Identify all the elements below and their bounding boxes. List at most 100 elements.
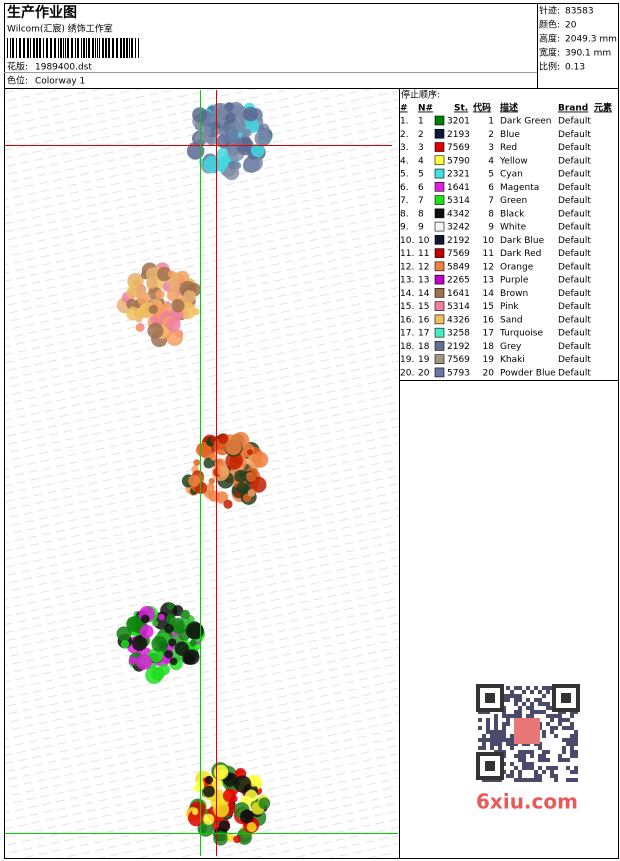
column-header: Brand xyxy=(558,104,588,114)
description: Powder Blue xyxy=(500,368,556,378)
stitch-blob xyxy=(224,102,234,112)
code: 16 xyxy=(483,315,495,325)
qr-finder xyxy=(561,693,571,703)
stitch-blob xyxy=(184,649,200,665)
brand: Default xyxy=(558,289,591,299)
brand: Default xyxy=(558,183,591,193)
qr-module xyxy=(526,706,530,710)
stitch-blob xyxy=(189,639,197,647)
qr-module xyxy=(498,738,502,742)
stitch-blob xyxy=(225,112,236,124)
qr-module xyxy=(494,722,498,726)
stitches: 2265 xyxy=(447,276,470,286)
qr-module xyxy=(518,714,522,718)
qr-module xyxy=(510,690,514,694)
column-header: # xyxy=(400,104,408,114)
stitches: 3242 xyxy=(447,223,470,233)
bar xyxy=(92,38,94,58)
bar xyxy=(63,38,64,58)
bar xyxy=(46,38,48,58)
stitch-blob xyxy=(233,835,241,844)
bar xyxy=(23,38,25,58)
qr-module xyxy=(506,686,510,690)
code: 10 xyxy=(483,236,495,246)
qr-module xyxy=(514,714,518,718)
qr-module xyxy=(542,730,546,734)
qr-module xyxy=(570,738,574,742)
qr-module xyxy=(570,714,574,718)
row-index: 9. xyxy=(400,223,409,233)
qr-module xyxy=(514,778,518,782)
needle: 20 xyxy=(418,368,430,378)
stitch-blob xyxy=(234,469,248,483)
qr-module xyxy=(566,742,570,746)
stitch-blob xyxy=(171,299,185,313)
qr-module xyxy=(518,694,522,698)
qr-module xyxy=(574,730,578,734)
stitch-blob xyxy=(133,286,147,299)
qr-module xyxy=(546,706,550,710)
bar xyxy=(39,38,41,58)
stitches: 7569 xyxy=(447,355,470,365)
row-index: 20. xyxy=(400,368,414,378)
qr-module xyxy=(514,694,518,698)
qr-module xyxy=(550,714,554,718)
brand: Default xyxy=(558,117,591,127)
bar xyxy=(86,38,87,58)
stitch-blob xyxy=(158,613,165,621)
qr-module xyxy=(554,766,558,770)
qr-module xyxy=(522,762,526,766)
stitches: 3258 xyxy=(447,329,470,339)
qr-module xyxy=(526,762,530,766)
description: Yellow xyxy=(499,156,528,166)
qr-module xyxy=(490,746,494,750)
color-swatch xyxy=(434,314,445,325)
stitch-blob xyxy=(246,449,253,456)
stitch-blob xyxy=(220,125,239,144)
qr-module xyxy=(570,734,574,738)
qr-module xyxy=(530,778,534,782)
qr-module xyxy=(542,754,546,758)
qr-module xyxy=(522,754,526,758)
qr-module xyxy=(526,750,530,754)
qr-module xyxy=(486,722,490,726)
row-index: 18. xyxy=(400,342,414,352)
qr-module xyxy=(494,726,498,730)
stitch-blob xyxy=(135,307,146,319)
qr-module xyxy=(566,766,570,770)
stitch-blob xyxy=(167,270,175,278)
bar xyxy=(54,38,56,58)
description: Dark Red xyxy=(500,249,541,259)
stitch-blob xyxy=(174,641,190,656)
stitches: 3201 xyxy=(447,117,470,127)
bar xyxy=(43,38,44,58)
qr-module xyxy=(482,734,486,738)
code: 14 xyxy=(483,289,495,299)
row-index: 8. xyxy=(400,209,409,219)
qr-module xyxy=(526,766,530,770)
needle: 7 xyxy=(418,196,424,206)
stitch-blob xyxy=(166,317,181,332)
bar xyxy=(99,38,100,58)
color-swatch xyxy=(434,208,445,219)
stitch-blob xyxy=(203,457,215,469)
qr-module xyxy=(494,730,498,734)
description: Brown xyxy=(500,289,528,299)
needle: 2 xyxy=(418,130,424,140)
qr-module xyxy=(574,778,578,782)
bar xyxy=(126,38,128,58)
needle: 3 xyxy=(418,143,424,153)
bar xyxy=(33,38,35,58)
info-label: 比例: xyxy=(539,61,560,73)
stitch-blob xyxy=(192,809,199,816)
qr-module xyxy=(542,770,546,774)
studio: Wilcom(汇宸) 绣饰工作室 xyxy=(7,23,113,35)
qr-module xyxy=(534,686,538,690)
color-swatch xyxy=(434,248,445,258)
stitch-blob xyxy=(223,499,233,509)
qr-module xyxy=(566,718,570,722)
qr-module xyxy=(570,742,574,746)
description: Red xyxy=(500,143,517,153)
row-index: 13. xyxy=(400,276,414,286)
row-index: 15. xyxy=(400,302,414,312)
